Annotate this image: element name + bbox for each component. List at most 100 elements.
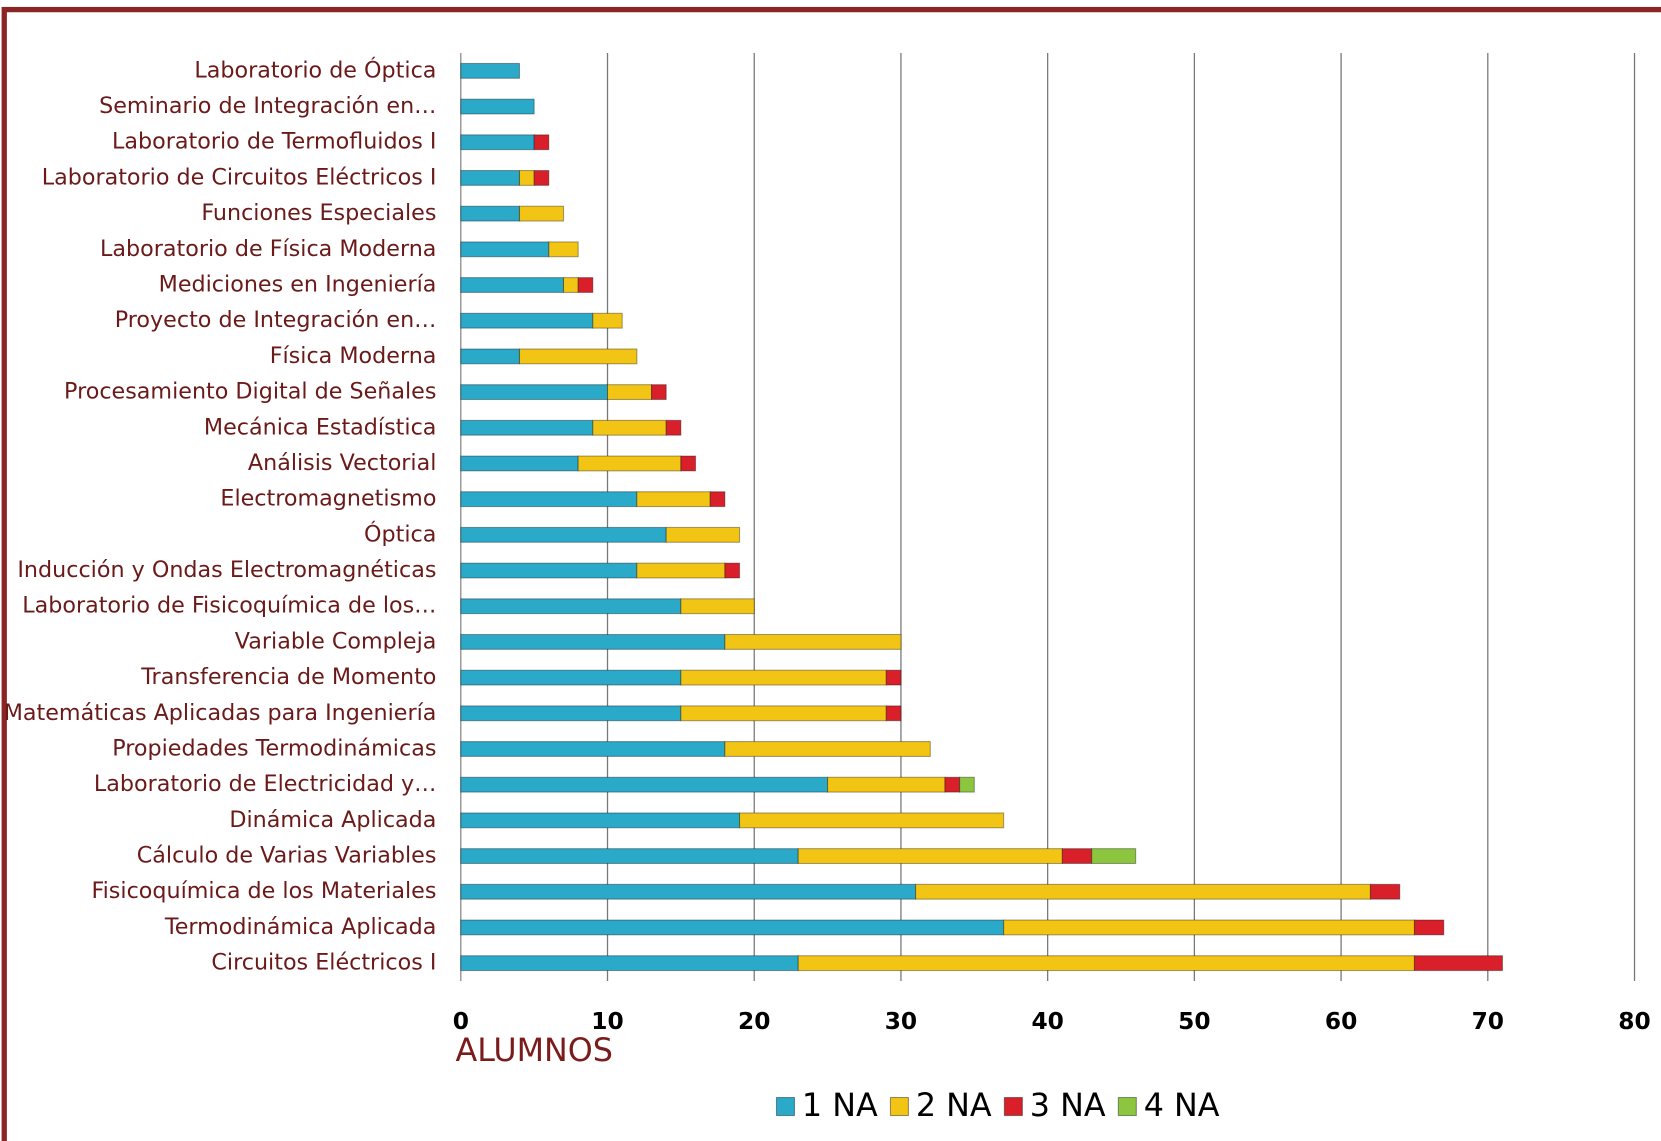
y-tick-label: Procesamiento Digital de Señales — [64, 379, 436, 405]
bar-segment — [460, 848, 799, 865]
x-tick-label: 60 — [1325, 1008, 1357, 1035]
bar-segment — [460, 348, 521, 365]
legend-swatch — [1003, 1096, 1023, 1117]
legend-swatch — [775, 1096, 796, 1117]
y-tick-label: Proyecto de Integración en… — [115, 307, 437, 333]
bar-segment — [460, 169, 521, 186]
legend-label: 4 NA — [1144, 1088, 1220, 1124]
bar-segment — [460, 277, 565, 293]
bar-segment — [944, 776, 961, 793]
bar-segment — [915, 883, 1371, 900]
x-tick-label: 50 — [1178, 1008, 1210, 1035]
y-tick-label: Variable Compleja — [235, 628, 437, 654]
bar-segment — [460, 62, 521, 79]
bar-segment — [680, 705, 887, 722]
bar-segment — [460, 491, 638, 508]
bar-segment — [460, 455, 579, 472]
x-tick-label: 70 — [1472, 1008, 1504, 1035]
x-tick-label: 20 — [738, 1008, 770, 1035]
bar-segment — [518, 348, 638, 365]
bar-segment — [606, 384, 653, 401]
bar-segment — [518, 205, 565, 222]
bar-segment — [460, 562, 638, 579]
x-tick-label: 0 — [453, 1008, 469, 1035]
y-tick-label: Inducción y Ondas Electromagnéticas — [17, 557, 436, 583]
bar-segment — [592, 312, 623, 329]
bar-segment — [548, 241, 579, 258]
bar-segment — [460, 241, 550, 258]
bar-segment — [460, 955, 799, 972]
bar-segment — [1091, 848, 1137, 865]
y-tick-label: Óptica — [364, 519, 436, 547]
y-tick-label: Dinámica Aplicada — [229, 807, 436, 833]
bar-segment — [665, 419, 682, 436]
y-tick-label: Laboratorio de Circuitos Eléctricos I — [42, 164, 437, 190]
bar-segment — [460, 98, 535, 115]
bar-segment — [665, 526, 741, 543]
legend-swatch — [1117, 1096, 1137, 1117]
bar-segment — [592, 419, 667, 436]
y-tick-label: Circuitos Eléctricos I — [211, 950, 436, 976]
bar-segment — [680, 598, 755, 615]
bar-segment — [460, 705, 682, 722]
x-tick-label: 40 — [1031, 1008, 1063, 1035]
bar-segment — [460, 312, 594, 329]
bar-segment — [739, 812, 1005, 829]
y-tick-label: Funciones Especiales — [201, 200, 436, 226]
bar-segment — [636, 491, 711, 508]
bar-segment — [797, 848, 1063, 865]
y-tick-label: Termodinámica Aplicada — [164, 914, 437, 940]
y-tick-label: Cálculo de Varias Variables — [137, 843, 437, 869]
y-tick-label: Electromagnetismo — [220, 486, 436, 512]
bar-segment — [562, 277, 579, 293]
bar-segment — [1369, 883, 1401, 900]
bar-segment — [1413, 919, 1445, 936]
y-tick-label: Laboratorio de Óptica — [194, 55, 436, 83]
legend-label: 2 NA — [916, 1088, 992, 1124]
bar-segment — [460, 812, 741, 829]
y-tick-label: Seminario de Integración en… — [99, 93, 436, 119]
bar-segment — [460, 883, 917, 900]
bar-segment — [636, 562, 726, 579]
bar-segment — [797, 955, 1415, 972]
bar-segment — [460, 205, 521, 222]
bar-segment — [460, 526, 667, 543]
bar-segment — [827, 776, 946, 793]
bar-segment — [460, 134, 535, 151]
bar-segment — [709, 491, 726, 508]
bar-segment — [460, 776, 829, 793]
y-tick-label: Matemáticas Aplicadas para Ingeniería — [4, 700, 437, 726]
y-tick-label: Física Moderna — [270, 343, 437, 369]
bar-segment — [885, 705, 902, 722]
y-tick-label: Mediciones en Ingeniería — [159, 272, 437, 298]
y-tick-label: Propiedades Termodinámicas — [112, 735, 436, 761]
bar-segment — [460, 919, 1005, 936]
y-tick-label: Laboratorio de Fisicoquímica de los… — [22, 593, 436, 619]
bar-segment — [1061, 848, 1093, 865]
bar-segment — [959, 776, 975, 793]
y-tick-label: Análisis Vectorial — [248, 450, 437, 476]
y-tick-label: Laboratorio de Física Moderna — [100, 236, 436, 262]
bar-segment — [460, 633, 726, 650]
y-tick-label: Laboratorio de Electricidad y… — [94, 771, 437, 797]
bar-segment — [724, 741, 931, 757]
legend-label: 1 NA — [802, 1088, 878, 1124]
bar-segment — [1413, 955, 1504, 972]
bar-segment — [460, 598, 682, 615]
bar-segment — [460, 384, 609, 401]
x-tick-label: 80 — [1618, 1008, 1650, 1035]
y-tick-label: Transferencia de Momento — [140, 664, 436, 690]
x-tick-label: 30 — [885, 1008, 917, 1035]
frame — [1, 6, 1661, 1141]
bar-segment — [533, 169, 550, 186]
bar-segment — [680, 455, 697, 472]
bar-segment — [650, 384, 667, 401]
y-tick-label: Laboratorio de Termofluidos I — [112, 129, 436, 155]
bar-segment — [885, 669, 902, 686]
bar-segment — [460, 741, 726, 757]
bar-segment — [680, 669, 887, 686]
bar-segment — [577, 455, 682, 472]
bar-segment — [518, 169, 535, 186]
bar-segment — [577, 277, 594, 293]
